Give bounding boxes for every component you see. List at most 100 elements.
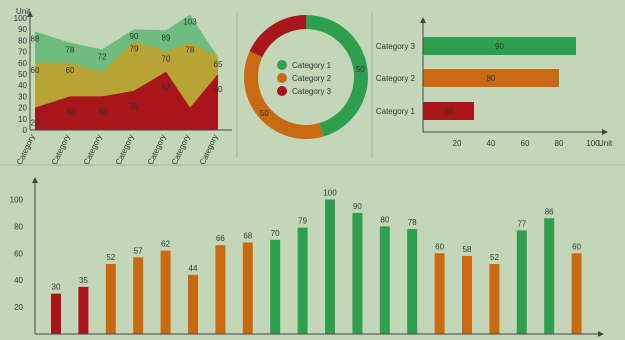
- y-axis-unit-label: Unit: [16, 7, 31, 16]
- bar: [462, 255, 472, 334]
- bar-data-label: 35: [79, 276, 88, 285]
- x-axis-arrow: [602, 129, 608, 135]
- bar: [407, 229, 418, 334]
- area-series-1: [35, 71, 218, 130]
- x-tick-label: Category: [146, 133, 168, 166]
- bar: [516, 230, 527, 334]
- hbar-data-label: 20: [444, 107, 453, 116]
- legend-label: Category 3: [292, 87, 332, 96]
- donut-slice-label: 50: [356, 65, 365, 74]
- bar-data-label: 70: [271, 229, 280, 238]
- hbar-data-label: 80: [487, 74, 496, 83]
- bar-data-label: 66: [216, 234, 225, 243]
- area-data-label: 103: [183, 18, 197, 27]
- donut-slice: [306, 15, 368, 137]
- bar: [325, 199, 335, 334]
- x-tick-label: 60: [521, 139, 530, 148]
- x-tick-label: Category: [82, 133, 104, 166]
- bar: [352, 212, 363, 334]
- x-tick-label: 20: [453, 139, 462, 148]
- y-tick-label: 70: [18, 48, 27, 57]
- bar-data-label: 90: [353, 202, 362, 211]
- bar-data-label: 58: [463, 245, 472, 254]
- x-tick-label: Category: [198, 133, 220, 166]
- y-tick-label: 60: [14, 249, 23, 258]
- x-tick-label: Category: [50, 133, 72, 166]
- y-axis-arrow: [27, 11, 33, 17]
- legend-label: Category 2: [292, 74, 332, 83]
- bar: [215, 245, 226, 334]
- donut-slice-label: 50: [260, 109, 269, 118]
- bar: [160, 250, 171, 334]
- y-tick-label: 0: [23, 126, 28, 135]
- bar: [297, 227, 308, 334]
- y-tick-label: 80: [14, 222, 23, 231]
- bar: [188, 274, 198, 334]
- y-tick-label: 100: [10, 195, 24, 204]
- x-tick-label: Category: [170, 133, 192, 166]
- area-data-label: 88: [31, 34, 40, 43]
- hbar-data-label: 90: [495, 42, 504, 51]
- x-tick-label: Category: [15, 133, 37, 166]
- bar: [242, 242, 253, 334]
- area-data-label: 60: [66, 66, 75, 75]
- bar: [105, 264, 116, 334]
- bar-data-label: 62: [161, 240, 170, 249]
- bar: [379, 226, 390, 334]
- area-data-label: 78: [186, 46, 195, 55]
- x-tick-label: 40: [487, 139, 496, 148]
- area-data-label: 90: [130, 32, 139, 41]
- donut-slice: [244, 51, 324, 139]
- y-tick-label: 20: [18, 104, 27, 113]
- hbar-category-label: Category 2: [376, 74, 416, 83]
- y-tick-label: 60: [18, 59, 27, 68]
- bar-data-label: 100: [323, 188, 337, 197]
- bar-data-label: 44: [189, 264, 198, 273]
- legend-swatch: [277, 60, 287, 70]
- area-data-label: 79: [130, 45, 139, 54]
- area-data-label: 89: [162, 33, 171, 42]
- legend-label: Category 1: [292, 61, 332, 70]
- bar: [78, 286, 89, 334]
- area-data-label: 35: [130, 102, 139, 111]
- y-tick-label: 20: [14, 303, 23, 312]
- bar-data-label: 60: [572, 242, 581, 251]
- legend-swatch: [277, 86, 287, 96]
- y-tick-label: 10: [18, 115, 27, 124]
- bar: [571, 253, 582, 334]
- bar-data-label: 77: [517, 219, 526, 228]
- area-data-label: 30: [66, 107, 75, 116]
- area-data-label: 60: [31, 66, 40, 75]
- donut-slice: [249, 15, 306, 58]
- hbar: [423, 102, 474, 120]
- x-axis-arrow: [598, 331, 604, 337]
- bar: [133, 257, 144, 334]
- area-data-label: 30: [98, 107, 107, 116]
- bar-data-label: 57: [134, 246, 143, 255]
- y-tick-label: 40: [14, 276, 23, 285]
- y-tick-label: 40: [18, 81, 27, 90]
- hbar-category-label: Category 3: [376, 42, 416, 51]
- y-tick-label: 30: [18, 92, 27, 101]
- area-data-label: 70: [162, 55, 171, 64]
- y-axis-arrow: [420, 17, 426, 23]
- hbar: [423, 69, 559, 87]
- area-data-label: 72: [98, 52, 107, 61]
- x-tick-label: 80: [555, 139, 564, 148]
- bar: [51, 293, 61, 334]
- legend-swatch: [277, 73, 287, 83]
- area-data-label: 65: [214, 60, 223, 69]
- y-tick-label: 80: [18, 36, 27, 45]
- bar-data-label: 79: [298, 217, 307, 226]
- area-data-label: 50: [214, 85, 223, 94]
- bar-data-label: 80: [380, 215, 389, 224]
- bar-data-label: 86: [545, 207, 554, 216]
- y-tick-label: 90: [18, 25, 27, 34]
- hbar: [423, 37, 576, 55]
- bar-data-label: 52: [490, 253, 499, 262]
- bar: [489, 264, 500, 334]
- hbar-category-label: Category 1: [376, 107, 416, 116]
- y-tick-label: 50: [18, 70, 27, 79]
